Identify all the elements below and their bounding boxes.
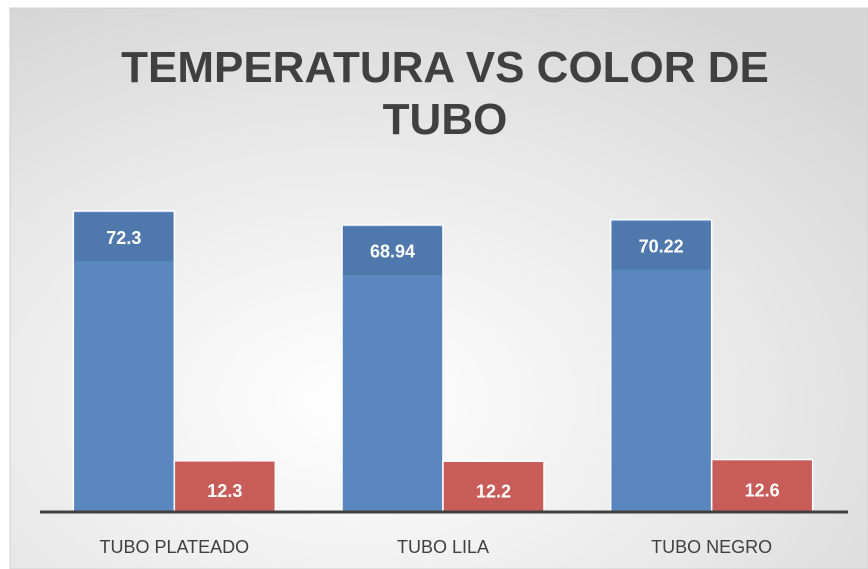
label-band (74, 213, 174, 261)
bar (710, 458, 814, 513)
bar (173, 460, 277, 513)
data-label: 12.3 (207, 481, 242, 501)
label-band (611, 221, 711, 270)
data-label: 68.94 (370, 242, 415, 262)
bar (72, 210, 176, 513)
x-tick-label: TUBO LILA (397, 537, 489, 557)
x-tick-label: TUBO PLATEADO (99, 537, 249, 557)
chart-title: TEMPERATURA VS COLOR DE TUBO (121, 43, 769, 144)
data-label: 72.3 (106, 228, 141, 248)
x-tick-label: TUBO NEGRO (651, 537, 772, 557)
data-label: 70.22 (639, 236, 684, 256)
data-label: 12.2 (476, 481, 511, 501)
label-band (343, 226, 442, 275)
data-label: 12.6 (745, 481, 780, 501)
